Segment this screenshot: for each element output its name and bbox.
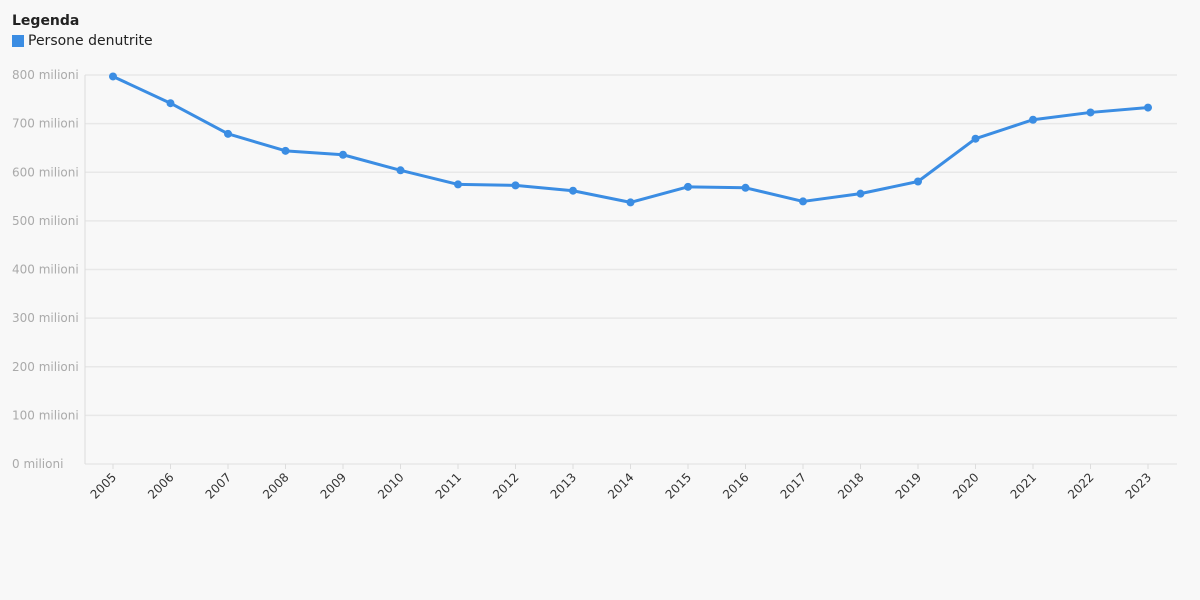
x-tick-label: 2012	[490, 470, 521, 501]
data-point	[224, 129, 232, 138]
legend-title: Legenda	[12, 13, 80, 29]
legend: Legenda Persone denutrite	[12, 12, 153, 49]
y-tick-label: 0 milioni	[12, 457, 63, 471]
data-point	[1086, 108, 1095, 117]
legend-swatch	[12, 35, 24, 47]
x-tick-label: 2021	[1008, 470, 1039, 501]
y-tick-label: 500 milioni	[12, 214, 79, 228]
data-point	[626, 198, 635, 207]
x-tick-label: 2019	[893, 470, 924, 501]
x-tick-label: 2010	[375, 470, 406, 501]
series-line	[111, 74, 1150, 204]
x-tick-label: 2013	[548, 470, 579, 501]
y-tick-label: 200 milioni	[12, 360, 79, 374]
legend-item-label: Persone denutrite	[28, 33, 153, 49]
x-tick-label: 2016	[720, 470, 751, 501]
x-tick-label: 2005	[88, 470, 119, 501]
data-point	[1144, 103, 1152, 112]
data-point	[914, 177, 922, 186]
data-point	[109, 72, 117, 81]
data-point	[281, 146, 290, 155]
data-point	[1029, 115, 1037, 124]
data-point	[799, 197, 807, 206]
x-tick-label: 2014	[605, 470, 636, 501]
x-tick-label: 2006	[145, 470, 176, 501]
x-tick-label: 2011	[433, 470, 464, 501]
data-point	[166, 99, 175, 108]
y-tick-label: 100 milioni	[12, 408, 79, 422]
data-point	[569, 186, 577, 195]
data-point	[396, 166, 405, 175]
data-point	[684, 182, 692, 191]
legend-item[interactable]: Persone denutrite	[12, 33, 153, 49]
y-tick-label: 800 milioni	[12, 68, 79, 82]
data-point	[454, 180, 462, 189]
x-tick-label: 2009	[318, 470, 349, 501]
data-point	[511, 181, 520, 190]
y-tick-label: 700 milioni	[12, 117, 79, 131]
x-tick-label: 2008	[260, 470, 291, 501]
x-tick-label: 2022	[1065, 470, 1096, 501]
x-tick-label: 2023	[1123, 470, 1154, 501]
data-point	[856, 189, 865, 198]
x-tick-label: 2020	[950, 470, 981, 501]
x-tick-label: 2007	[203, 470, 234, 501]
data-point	[339, 150, 347, 159]
data-point	[741, 183, 750, 192]
x-tick-label: 2017	[778, 470, 809, 501]
x-tick-label: 2015	[663, 470, 694, 501]
data-point	[971, 134, 980, 143]
y-tick-label: 400 milioni	[12, 263, 79, 277]
y-tick-label: 600 milioni	[12, 165, 79, 179]
x-tick-label: 2018	[835, 470, 866, 501]
y-tick-label: 300 milioni	[12, 311, 79, 325]
